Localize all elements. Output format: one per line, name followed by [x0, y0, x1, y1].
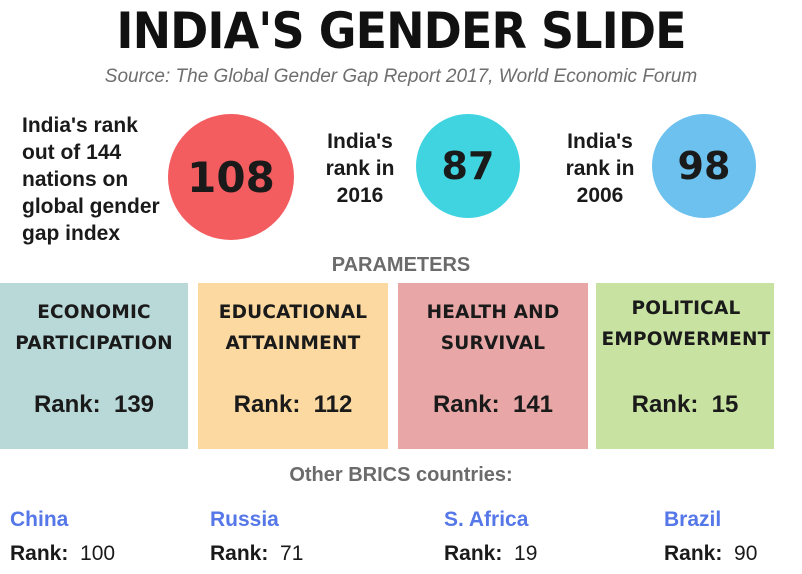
parameter-name: HEALTH AND SURVIVAL — [426, 302, 560, 354]
brics-country-s-africa: S. Africa — [444, 508, 529, 531]
brics-rank-label: Rank: — [664, 542, 723, 565]
brics-rank-value: 100 — [80, 542, 116, 565]
parameter-rank-label: Rank: — [432, 391, 500, 418]
brics-rank-label: Rank: — [10, 542, 69, 565]
global-rank-label: India's rank out of 144 nations on globa… — [22, 114, 160, 245]
brics-country-china: China — [10, 508, 69, 531]
parameter-rank: Rank: 112 — [198, 391, 388, 419]
global-rank-circle: 108 — [168, 114, 294, 240]
brics-rank-value: 19 — [514, 542, 538, 565]
parameter-name: POLITICAL EMPOWERMENT — [601, 298, 771, 350]
brics-rank-label: Rank: — [210, 542, 269, 565]
brics-rank-value: 90 — [734, 542, 758, 565]
parameter-card-educational: EDUCATIONAL ATTAINMENT Rank: 112 — [198, 283, 388, 449]
parameter-name: ECONOMIC PARTICIPATION — [15, 302, 173, 354]
rank-2006-value: 98 — [677, 144, 731, 188]
source-caption: Source: The Global Gender Gap Report 201… — [104, 66, 698, 87]
brics-country-brazil: Brazil — [664, 508, 722, 531]
brics-rank-label: Rank: — [444, 542, 503, 565]
brics-rank-brazil: Rank: 90 — [664, 542, 757, 566]
page-title: INDIA'S GENDER SLIDE — [116, 2, 686, 60]
parameters-heading: PARAMETERS — [331, 254, 471, 276]
parameter-rank-label: Rank: — [631, 391, 699, 418]
brics-rank-russia: Rank: 71 — [210, 542, 303, 566]
parameter-card-political: POLITICAL EMPOWERMENT Rank: 15 — [596, 283, 774, 449]
brics-rank-value: 71 — [280, 542, 304, 565]
brics-rank-china: Rank: 100 — [10, 542, 115, 566]
parameter-rank: Rank: 141 — [398, 391, 588, 419]
brics-country-russia: Russia — [210, 508, 279, 531]
rank-2006-label: India's rank in 2006 — [565, 130, 635, 207]
parameter-rank-value: 141 — [512, 391, 554, 418]
rank-2016-value: 87 — [441, 144, 495, 188]
parameter-rank: Rank: 15 — [596, 391, 774, 419]
parameter-rank-value: 15 — [711, 391, 739, 418]
parameter-card-economic: ECONOMIC PARTICIPATION Rank: 139 — [0, 283, 188, 449]
parameter-rank-label: Rank: — [33, 391, 101, 418]
global-rank-value: 108 — [187, 152, 275, 202]
parameter-card-health: HEALTH AND SURVIVAL Rank: 141 — [398, 283, 588, 449]
rank-2006-circle: 98 — [652, 114, 756, 218]
brics-heading: Other BRICS countries: — [289, 464, 513, 486]
rank-2016-circle: 87 — [416, 114, 520, 218]
brics-rank-s-africa: Rank: 19 — [444, 542, 537, 566]
parameter-rank-label: Rank: — [233, 391, 301, 418]
parameter-name: EDUCATIONAL ATTAINMENT — [218, 302, 368, 354]
parameter-rank: Rank: 139 — [0, 391, 188, 419]
parameter-rank-value: 139 — [113, 391, 155, 418]
rank-2016-label: India's rank in 2016 — [325, 130, 395, 207]
parameter-rank-value: 112 — [313, 391, 353, 418]
